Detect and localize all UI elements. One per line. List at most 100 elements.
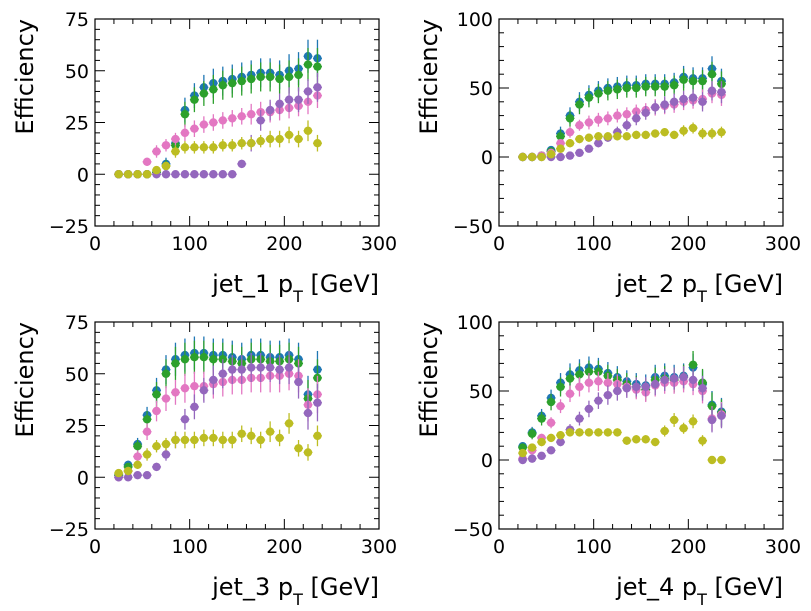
y-tick-label: 75 bbox=[65, 9, 89, 31]
data-point bbox=[632, 130, 641, 140]
data-point bbox=[180, 128, 190, 138]
data-point bbox=[594, 428, 603, 437]
data-point bbox=[190, 124, 199, 133]
series-2 bbox=[114, 340, 322, 480]
data-point bbox=[584, 367, 594, 376]
data-point bbox=[171, 134, 180, 144]
data-point bbox=[641, 108, 650, 118]
y-axis-label: Efficiency bbox=[415, 19, 443, 135]
data-point bbox=[237, 76, 246, 86]
data-point bbox=[594, 139, 603, 148]
y-tick-label: 0 bbox=[481, 450, 493, 472]
data-point bbox=[594, 115, 603, 124]
data-point bbox=[171, 147, 180, 156]
data-point bbox=[161, 439, 171, 449]
data-point bbox=[613, 386, 622, 396]
data-point bbox=[603, 86, 613, 95]
data-point bbox=[180, 435, 190, 445]
data-point bbox=[303, 408, 313, 418]
data-point bbox=[679, 424, 688, 433]
x-tick-label: 100 bbox=[576, 536, 612, 558]
data-point bbox=[632, 83, 641, 93]
data-point bbox=[303, 126, 313, 135]
data-point bbox=[209, 355, 218, 364]
x-tick-label: 300 bbox=[765, 233, 801, 255]
data-point bbox=[199, 143, 209, 152]
data-point bbox=[651, 379, 660, 389]
data-point bbox=[537, 437, 546, 447]
y-tick-label: 100 bbox=[457, 9, 493, 31]
data-point bbox=[199, 89, 209, 98]
data-point bbox=[594, 396, 603, 405]
data-series-group bbox=[518, 350, 726, 465]
data-point bbox=[622, 132, 631, 141]
data-point bbox=[228, 170, 237, 179]
data-point bbox=[698, 76, 707, 86]
y-tick-label: 75 bbox=[65, 312, 89, 334]
x-tick-label: 0 bbox=[493, 233, 505, 255]
data-point bbox=[556, 401, 565, 411]
data-point bbox=[256, 435, 265, 445]
data-point bbox=[688, 76, 698, 86]
data-point bbox=[679, 373, 688, 382]
x-axis-label: jet_1 pT [GeV] bbox=[211, 270, 379, 306]
series-4 bbox=[518, 81, 726, 162]
data-point bbox=[717, 411, 726, 421]
data-point bbox=[247, 110, 256, 119]
data-point bbox=[228, 435, 237, 445]
x-axis-label: jet_2 pT [GeV] bbox=[615, 270, 783, 306]
data-point bbox=[575, 134, 584, 144]
data-point bbox=[584, 378, 594, 387]
data-point bbox=[218, 170, 227, 179]
data-point bbox=[603, 428, 613, 437]
x-tick-label: 100 bbox=[172, 536, 208, 558]
data-point bbox=[632, 435, 641, 444]
data-point bbox=[180, 143, 190, 152]
data-point bbox=[123, 466, 133, 476]
data-point bbox=[247, 363, 256, 372]
data-point bbox=[603, 114, 613, 123]
data-point bbox=[622, 436, 631, 445]
data-point bbox=[218, 81, 227, 90]
data-point bbox=[527, 454, 537, 463]
data-point bbox=[303, 87, 313, 96]
data-point bbox=[180, 170, 190, 179]
data-point bbox=[275, 433, 284, 443]
data-series-group bbox=[114, 39, 322, 179]
data-point bbox=[265, 72, 275, 82]
data-point bbox=[265, 134, 275, 144]
data-point bbox=[190, 381, 199, 391]
data-point bbox=[660, 100, 669, 109]
data-point bbox=[556, 430, 565, 440]
y-axis-label: Efficiency bbox=[415, 322, 443, 438]
data-point bbox=[313, 62, 322, 71]
y-tick-label: 100 bbox=[457, 312, 493, 334]
data-point bbox=[303, 60, 313, 69]
data-point bbox=[180, 110, 190, 119]
data-point bbox=[237, 112, 246, 121]
series-5 bbox=[518, 122, 726, 162]
data-point bbox=[622, 110, 631, 119]
data-point bbox=[575, 148, 584, 158]
data-point bbox=[688, 93, 698, 102]
data-point bbox=[256, 136, 265, 146]
data-point bbox=[688, 123, 698, 133]
data-point bbox=[679, 94, 688, 104]
data-point bbox=[180, 415, 190, 424]
data-point bbox=[669, 81, 679, 90]
data-point bbox=[133, 170, 142, 179]
data-point bbox=[537, 414, 546, 423]
data-point bbox=[152, 165, 161, 175]
data-point bbox=[313, 431, 322, 441]
data-point bbox=[622, 121, 631, 130]
data-point bbox=[707, 129, 717, 138]
data-point bbox=[275, 365, 284, 374]
data-point bbox=[142, 157, 152, 167]
y-tick-label: −50 bbox=[453, 216, 493, 238]
data-point bbox=[575, 100, 584, 109]
y-tick-label: 50 bbox=[469, 381, 493, 403]
data-point bbox=[247, 431, 256, 441]
data-point bbox=[190, 402, 199, 412]
x-tick-label: 0 bbox=[493, 536, 505, 558]
